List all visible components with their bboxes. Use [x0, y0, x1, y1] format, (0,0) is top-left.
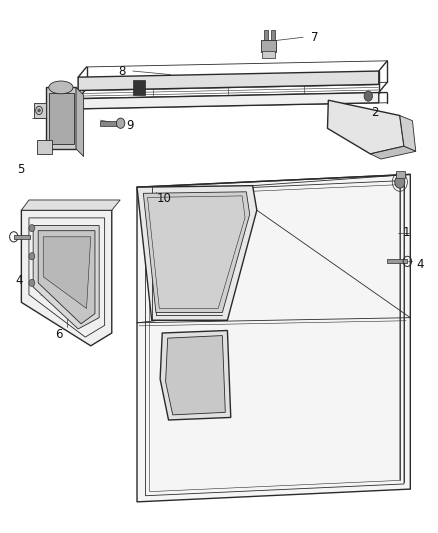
Bar	[100, 120, 120, 126]
Polygon shape	[371, 146, 416, 159]
Circle shape	[364, 91, 372, 101]
Polygon shape	[21, 200, 120, 210]
Polygon shape	[37, 140, 52, 154]
Polygon shape	[137, 185, 257, 320]
Polygon shape	[33, 225, 99, 329]
Text: 6: 6	[56, 328, 63, 341]
Bar	[14, 235, 30, 239]
Polygon shape	[38, 231, 95, 324]
Circle shape	[29, 224, 35, 232]
Text: 8: 8	[118, 64, 126, 77]
Polygon shape	[143, 192, 250, 312]
Text: 10: 10	[157, 192, 172, 205]
Circle shape	[29, 253, 35, 260]
Bar	[264, 30, 268, 41]
Text: 1: 1	[403, 225, 411, 239]
Polygon shape	[49, 93, 74, 144]
Polygon shape	[43, 237, 91, 309]
Polygon shape	[160, 330, 231, 420]
Polygon shape	[46, 87, 76, 149]
Polygon shape	[78, 71, 379, 91]
Text: 4: 4	[15, 274, 23, 287]
Polygon shape	[328, 100, 404, 154]
Polygon shape	[34, 103, 46, 118]
Bar	[133, 80, 145, 94]
Ellipse shape	[49, 81, 73, 94]
Text: 2: 2	[371, 107, 379, 119]
Text: 5: 5	[18, 163, 25, 176]
Text: 9: 9	[127, 119, 134, 132]
Bar	[261, 41, 276, 52]
Text: 4: 4	[417, 258, 424, 271]
Bar	[262, 51, 275, 58]
Circle shape	[29, 279, 35, 286]
Polygon shape	[76, 87, 84, 157]
Polygon shape	[137, 174, 410, 502]
Bar	[396, 171, 405, 179]
Text: 7: 7	[311, 31, 318, 44]
Circle shape	[117, 118, 125, 128]
Polygon shape	[78, 93, 379, 109]
Bar	[387, 259, 407, 263]
Polygon shape	[21, 210, 112, 346]
Polygon shape	[400, 116, 416, 151]
Polygon shape	[166, 336, 225, 415]
Circle shape	[38, 109, 40, 112]
Circle shape	[395, 176, 405, 188]
Bar	[271, 30, 275, 41]
